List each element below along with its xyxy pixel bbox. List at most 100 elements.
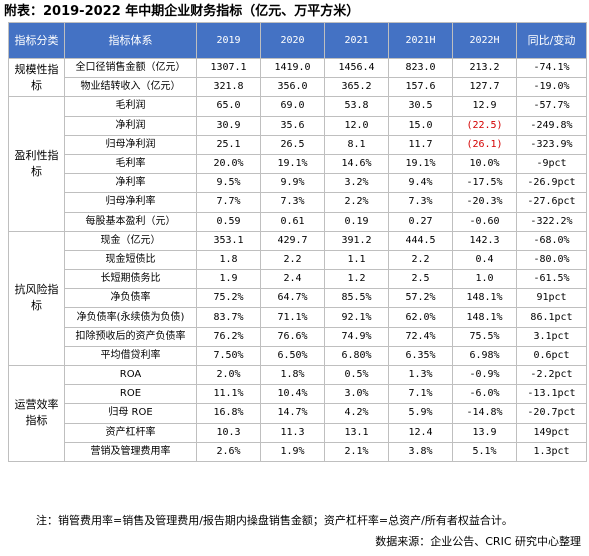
value-cell: 127.7: [452, 77, 517, 98]
value-cell: 30.9: [196, 115, 261, 136]
value-cell: 2.4: [260, 269, 325, 290]
value-cell: -57.7%: [516, 96, 587, 117]
table-row: 资产杠杆率 10.3 11.3 13.1 12.4 13.9 149pct: [9, 422, 587, 443]
value-cell: -68.0%: [516, 230, 587, 251]
value-cell: 148.1%: [452, 307, 517, 328]
value-cell: 86.1pct: [516, 307, 587, 328]
value-cell: 64.7%: [260, 288, 325, 309]
value-cell: 142.3: [452, 230, 517, 251]
value-cell: -26.9pct: [516, 173, 587, 194]
indicator-cell: ROA: [64, 364, 197, 386]
table-row: 长短期债务比 1.9 2.4 1.2 2.5 1.0 -61.5%: [9, 269, 587, 290]
indicator-cell: 长短期债务比: [64, 269, 197, 290]
value-cell: 429.7: [260, 230, 325, 251]
value-cell: -14.8%: [452, 403, 517, 424]
value-cell: 1.2: [324, 269, 389, 290]
value-cell: 1.8: [196, 249, 261, 271]
value-cell: 0.59: [196, 211, 261, 232]
header-2022h: 2022H: [452, 22, 517, 59]
value-cell: 1.9%: [260, 441, 325, 462]
value-cell: 5.9%: [388, 403, 453, 424]
value-cell: -17.5%: [452, 173, 517, 194]
value-cell: 3.0%: [324, 384, 389, 405]
value-cell: 9.4%: [388, 173, 453, 194]
category-cell: 抗风险指标: [8, 230, 65, 367]
value-cell: 11.1%: [196, 384, 261, 405]
value-cell: 74.9%: [324, 326, 389, 347]
value-cell: -27.6pct: [516, 192, 587, 213]
value-cell: 1456.4: [324, 57, 389, 79]
value-cell: 1419.0: [260, 57, 325, 79]
footnote: 注：销管费用率=销售及管理费用/报告期内操盘销售金额；资产杠杆率=总资产/所有者…: [36, 514, 513, 527]
value-cell: 10.3: [196, 422, 261, 443]
value-cell: 0.19: [324, 211, 389, 232]
data-source: 数据来源：企业公告、CRIC 研究中心整理: [375, 535, 581, 548]
table-row: 现金短债比 1.8 2.2 1.1 2.2 0.4 -80.0%: [9, 249, 587, 271]
header-2021: 2021: [324, 22, 389, 59]
value-cell: 0.61: [260, 211, 325, 232]
indicator-cell: 营销及管理费用率: [64, 441, 197, 462]
value-cell: 7.1%: [388, 384, 453, 405]
value-cell: 20.0%: [196, 153, 261, 175]
value-cell: 2.5: [388, 269, 453, 290]
header-row: 指标分类 指标体系 2019 2020 2021 2021H 2022H 同比/…: [8, 22, 587, 59]
value-cell: (26.1): [452, 134, 517, 155]
indicator-cell: 现金（亿元）: [64, 230, 197, 251]
value-cell: 2.2: [388, 249, 453, 271]
value-cell: 69.0: [260, 96, 325, 117]
value-cell: 7.7%: [196, 192, 261, 213]
header-category: 指标分类: [8, 22, 65, 59]
value-cell: -2.2pct: [516, 364, 587, 386]
value-cell: 71.1%: [260, 307, 325, 328]
table-row: 归母 ROE 16.8% 14.7% 4.2% 5.9% -14.8% -20.7pct: [9, 403, 587, 424]
header-indicator: 指标体系: [64, 22, 197, 59]
value-cell: 157.6: [388, 77, 453, 98]
value-cell: 0.27: [388, 211, 453, 232]
category-cell: 盈利性指标: [8, 96, 65, 232]
table-row: 每股基本盈利（元） 0.59 0.61 0.19 0.27 -0.60 -322.2%: [9, 211, 587, 232]
table-row: 归母净利润 25.1 26.5 8.1 11.7 (26.1) -323.9%: [9, 134, 587, 155]
value-cell: 2.2%: [324, 192, 389, 213]
value-cell: 321.8: [196, 77, 261, 98]
value-cell: 35.6: [260, 115, 325, 136]
value-cell: -6.0%: [452, 384, 517, 405]
value-cell: 2.0%: [196, 364, 261, 386]
indicator-cell: 净负债率: [64, 288, 197, 309]
value-cell: 3.8%: [388, 441, 453, 462]
value-cell: 3.2%: [324, 173, 389, 194]
indicator-cell: 净利率: [64, 173, 197, 194]
value-cell: 356.0: [260, 77, 325, 98]
value-cell: 12.0: [324, 115, 389, 136]
value-cell: 1.3pct: [516, 441, 587, 462]
indicator-cell: 归母净利率: [64, 192, 197, 213]
value-cell: 2.1%: [324, 441, 389, 462]
value-cell: 5.1%: [452, 441, 517, 462]
indicator-cell: 净负债率(永续债为负债): [64, 307, 197, 328]
value-cell: 57.2%: [388, 288, 453, 309]
table-row: 物业结转收入（亿元） 321.8 356.0 365.2 157.6 127.7 -19.0…: [9, 77, 587, 98]
value-cell: -322.2%: [516, 211, 587, 232]
value-cell: 12.4: [388, 422, 453, 443]
header-2021h: 2021H: [388, 22, 453, 59]
table-title: 附表：2019-2022 年中期企业财务指标（亿元、万平方米）: [4, 4, 360, 19]
header-2019: 2019: [196, 22, 261, 59]
value-cell: 91pct: [516, 288, 587, 309]
value-cell: 1.1: [324, 249, 389, 271]
value-cell: -9pct: [516, 153, 587, 175]
category-cell: 运营效率指标: [8, 365, 65, 462]
value-cell: 13.9: [452, 422, 517, 443]
value-cell: 1.0: [452, 269, 517, 290]
value-cell: 26.5: [260, 134, 325, 155]
header-2020: 2020: [260, 22, 325, 59]
value-cell: 9.9%: [260, 173, 325, 194]
value-cell: 15.0: [388, 115, 453, 136]
value-cell: 65.0: [196, 96, 261, 117]
value-cell: -61.5%: [516, 269, 587, 290]
value-cell: 2.2: [260, 249, 325, 271]
value-cell: 391.2: [324, 230, 389, 251]
indicator-cell: 每股基本盈利（元）: [64, 211, 197, 232]
value-cell: 76.6%: [260, 326, 325, 347]
indicator-cell: 净利润: [64, 115, 197, 136]
value-cell: 0.6pct: [516, 345, 587, 367]
indicator-cell: 物业结转收入（亿元）: [64, 77, 197, 98]
